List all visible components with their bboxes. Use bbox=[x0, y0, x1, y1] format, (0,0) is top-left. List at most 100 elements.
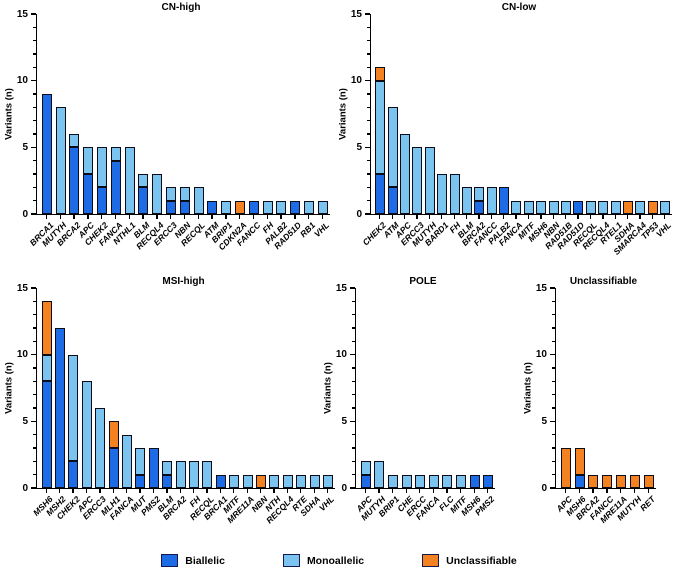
bar-slot bbox=[109, 147, 123, 214]
chart-title: POLE bbox=[409, 276, 437, 287]
bar bbox=[428, 474, 439, 488]
bar-slot bbox=[373, 461, 387, 488]
x-tick bbox=[540, 215, 542, 219]
x-label-cell: FANCA bbox=[96, 215, 124, 273]
bar-slot bbox=[261, 200, 275, 214]
chart-cn-low: CN-low Variants (n) 0 5 10 15 CHEK2 ATM APC ERCC3… bbox=[336, 2, 674, 273]
bar-segment-monoallelic bbox=[598, 200, 609, 214]
x-tick bbox=[179, 489, 181, 493]
bar bbox=[643, 474, 654, 488]
bar-segment-biallelic bbox=[41, 94, 52, 214]
y-minor-tick bbox=[367, 159, 370, 162]
y-axis: Variants (n) 0 5 10 15 bbox=[2, 9, 36, 220]
y-major-tick bbox=[364, 213, 370, 215]
y-minor-tick bbox=[33, 26, 36, 29]
y-axis-title: Variants (n) bbox=[3, 362, 15, 414]
x-axis-labels: APC MSH6 BRCA2 FANCC MRE11A MUTYH RET bbox=[554, 489, 657, 547]
y-minor-tick bbox=[367, 199, 370, 202]
x-tick bbox=[233, 489, 235, 493]
bar bbox=[561, 200, 572, 214]
x-tick bbox=[280, 215, 282, 219]
y-minor-tick bbox=[33, 313, 36, 316]
bar-slot bbox=[614, 474, 628, 488]
chart-body: Variants (n) 0 5 10 15 bbox=[521, 283, 656, 494]
y-tick-label: 5 bbox=[356, 141, 362, 153]
bar bbox=[221, 200, 232, 214]
y-minor-tick bbox=[552, 460, 555, 463]
chart-body: Variants (n) 0 5 10 15 bbox=[336, 9, 672, 220]
bar bbox=[81, 381, 92, 488]
x-tick bbox=[391, 489, 394, 493]
x-tick bbox=[379, 215, 381, 219]
y-tick-label: 15 bbox=[16, 8, 28, 20]
x-tick bbox=[59, 215, 61, 219]
bar bbox=[97, 147, 108, 214]
x-label-cell: SDHA bbox=[612, 215, 636, 273]
y-major-tick bbox=[364, 13, 370, 15]
bar bbox=[461, 187, 472, 214]
bar-segment-biallelic bbox=[108, 448, 119, 488]
x-label-cell: VHL bbox=[311, 215, 331, 273]
bar-segment-monoallelic bbox=[162, 461, 173, 475]
bar-segment-biallelic bbox=[474, 200, 485, 214]
bar bbox=[135, 448, 146, 488]
y-major-tick bbox=[349, 287, 355, 289]
bar-segment-monoallelic bbox=[304, 200, 315, 214]
x-label-cell: RAD51D bbox=[272, 215, 303, 273]
x-tick bbox=[565, 215, 567, 219]
x-label-cell: CDKN2A bbox=[216, 215, 248, 273]
legend-item-unclassifiable: Unclassifiable bbox=[422, 554, 517, 567]
bar-slot bbox=[288, 200, 302, 214]
x-label-cell: MRE11A bbox=[225, 489, 256, 547]
x-label-cell: MITF bbox=[516, 215, 537, 273]
bar-segment-unclassifiable bbox=[375, 67, 386, 81]
x-tick bbox=[294, 215, 296, 219]
x-tick bbox=[577, 215, 579, 219]
x-tick bbox=[197, 215, 199, 219]
bar bbox=[588, 474, 599, 488]
x-tick bbox=[206, 489, 208, 493]
chart-unclassifiable: Unclassifiable Variants (n) 0 5 10 15 APC MSH6 B… bbox=[521, 276, 657, 547]
y-minor-tick bbox=[367, 66, 370, 69]
x-label-cell: ATM bbox=[381, 215, 401, 273]
x-tick bbox=[152, 489, 155, 493]
bar bbox=[374, 461, 385, 488]
x-tick bbox=[647, 489, 649, 493]
x-label-cell: MUTYH bbox=[359, 489, 387, 547]
bar-segment-monoallelic bbox=[68, 354, 79, 462]
x-tick bbox=[246, 489, 248, 493]
x-label-cell: FANCA bbox=[497, 215, 525, 273]
x-tick bbox=[101, 215, 103, 219]
bar-segment-monoallelic bbox=[282, 474, 293, 488]
x-label-cell: NBN bbox=[542, 215, 562, 273]
x-label-cell: SDHA bbox=[298, 489, 323, 547]
x-label-cell: MUT bbox=[128, 489, 149, 547]
x-label-cell: PMS2 bbox=[138, 489, 162, 547]
x-tick bbox=[126, 489, 128, 493]
y-major-tick bbox=[30, 353, 36, 356]
bar-slot bbox=[454, 474, 468, 488]
bar bbox=[647, 200, 658, 214]
y-minor-tick bbox=[352, 433, 355, 436]
x-label-cell: PALB2 bbox=[263, 215, 290, 273]
x-label-cell: RET bbox=[638, 489, 657, 547]
bar-segment-monoallelic bbox=[374, 461, 385, 488]
bar-slot bbox=[609, 200, 621, 214]
x-tick bbox=[313, 489, 315, 493]
bar-segment-biallelic bbox=[83, 174, 94, 214]
x-tick bbox=[416, 215, 418, 219]
y-minor-tick bbox=[352, 407, 355, 409]
x-label-cell: APC bbox=[393, 215, 413, 273]
bar-segment-monoallelic bbox=[262, 200, 273, 214]
bar bbox=[188, 461, 199, 488]
y-minor-tick bbox=[33, 199, 36, 202]
bar-slot bbox=[192, 187, 206, 214]
bar-slot bbox=[600, 474, 614, 488]
x-label-cell: RECQL4 bbox=[264, 489, 296, 547]
bar-slot bbox=[227, 474, 240, 488]
bar bbox=[573, 200, 584, 214]
x-tick bbox=[664, 215, 666, 219]
x-axis-label: VHL bbox=[311, 220, 331, 240]
bar bbox=[560, 448, 571, 488]
x-tick bbox=[578, 489, 580, 493]
